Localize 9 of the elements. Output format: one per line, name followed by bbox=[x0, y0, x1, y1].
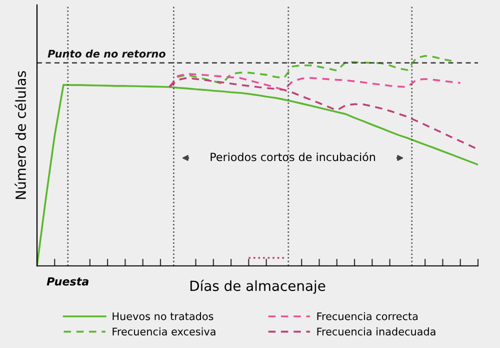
y-axis-title: Número de células bbox=[14, 71, 26, 199]
x-axis-title: Días de almacenaje bbox=[190, 280, 326, 294]
legend-label: Frecuencia inadecuada bbox=[317, 327, 436, 336]
legend-label: Huevos no tratados bbox=[112, 312, 214, 320]
ref-line-label: Punto de no retorno bbox=[48, 50, 166, 58]
text: Puesta bbox=[46, 277, 88, 286]
legend-label: Frecuencia correcta bbox=[317, 312, 418, 320]
annotation: Periodos cortos de incubación bbox=[210, 152, 375, 162]
legend-label: Frecuencia excesiva bbox=[112, 327, 216, 336]
